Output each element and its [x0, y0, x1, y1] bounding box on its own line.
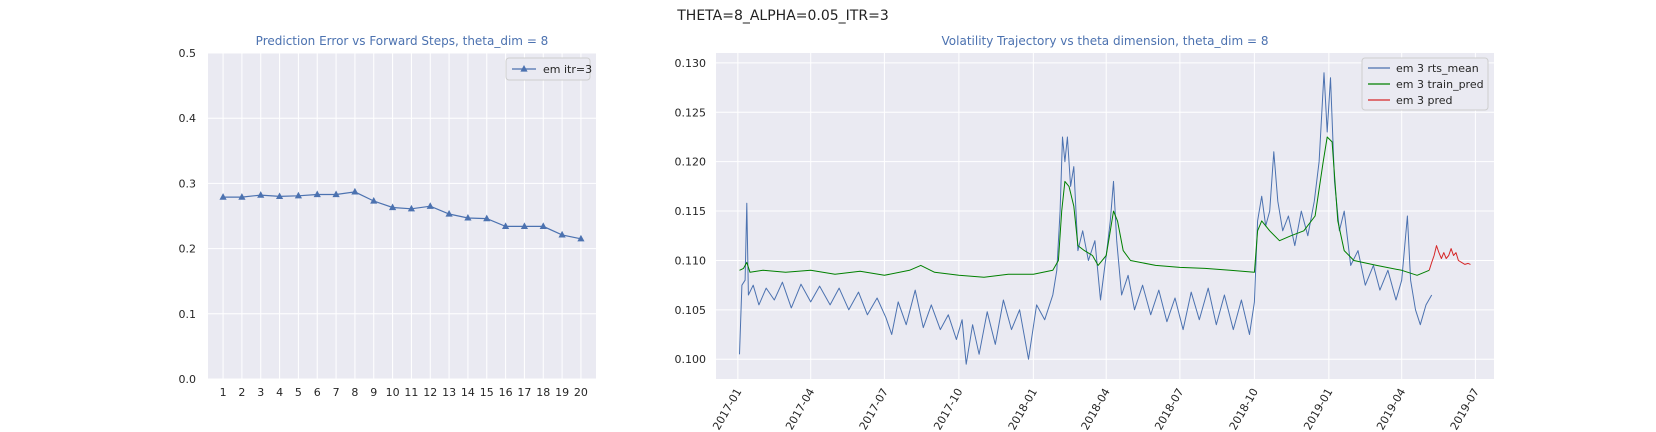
- x-tick-label: 11: [404, 386, 418, 399]
- plot-area: [208, 53, 596, 379]
- x-tick-label: 2017-10: [931, 386, 965, 432]
- tick-labels: 0.00.10.20.30.40.51 2 3 4 5 6 7 8 9 10 11 12 13 14 15 1…: [179, 47, 588, 399]
- x-tick-label: 2018-04: [1079, 386, 1113, 432]
- chart-title: Prediction Error vs Forward Steps, theta…: [256, 34, 549, 48]
- x-tick-label: 16: [499, 386, 513, 399]
- series-line: [1428, 245, 1471, 271]
- x-tick-label: 2017-04: [783, 386, 817, 432]
- x-tick-label: 3: [257, 386, 264, 399]
- y-tick-label: 0.125: [675, 106, 707, 119]
- series-line: [739, 136, 1430, 278]
- prediction-error-chart: 0.00.10.20.30.40.51 2 3 4 5 6 7 8 9 10 11 12 13 14 15 1…: [179, 34, 596, 399]
- series-lines: [739, 72, 1471, 365]
- data-point-marker: [520, 222, 529, 230]
- legend-label: em 3 train_pred: [1396, 78, 1484, 91]
- x-tick-label: 7: [333, 386, 340, 399]
- volatility-trajectory-chart: 0.100 0.105 0.110 0.115 0.120 0.125 0.130 2017-…: [675, 34, 1494, 432]
- data-point-marker: [351, 187, 359, 195]
- x-tick-label: 13: [442, 386, 456, 399]
- data-point-marker: [388, 203, 397, 211]
- data-point-marker: [426, 202, 434, 209]
- x-tick-label: 9: [370, 386, 377, 399]
- legend-box: [1361, 57, 1489, 111]
- x-tick-label: 2: [238, 386, 245, 399]
- legend-box: [505, 57, 591, 81]
- y-tick-label: 0.2: [179, 243, 197, 256]
- data-point-marker: [238, 193, 246, 200]
- data-point-marker: [370, 197, 378, 204]
- data-point-marker: [483, 214, 491, 222]
- data-point-marker: [577, 234, 585, 242]
- y-tick-label: 0.5: [179, 47, 197, 60]
- legend-label: em 3 pred: [1396, 94, 1453, 107]
- x-tick-label: 2017-07: [857, 386, 891, 432]
- data-point-marker: [219, 193, 227, 200]
- x-tick-label: 10: [386, 386, 400, 399]
- data-point-marker: [332, 190, 340, 198]
- x-tick-label: 19: [555, 386, 569, 399]
- x-tick-label: 2018-01: [1006, 386, 1040, 432]
- data-point-marker: [257, 191, 265, 198]
- x-tick-label: 17: [517, 386, 531, 399]
- y-tick-label: 0.120: [675, 156, 707, 169]
- x-tick-label: 18: [536, 386, 550, 399]
- legend: em itr=3: [505, 57, 592, 81]
- y-tick-label: 0.0: [179, 373, 197, 386]
- x-tick-label: 20: [574, 386, 588, 399]
- x-tick-label: 2017-01: [710, 386, 744, 432]
- figure-title: THETA=8_ALPHA=0.05_ITR=3: [676, 8, 888, 24]
- x-tick-label: 12: [423, 386, 437, 399]
- x-tick-label: 14: [461, 386, 475, 399]
- y-tick-label: 0.110: [675, 254, 707, 267]
- y-tick-label: 0.100: [675, 353, 707, 366]
- x-tick-label: 2019-07: [1448, 386, 1482, 432]
- data-point-marker: [294, 191, 303, 199]
- y-tick-label: 0.4: [179, 112, 197, 125]
- y-tick-label: 0.115: [675, 205, 707, 218]
- data-point-marker: [558, 230, 566, 238]
- data-point-marker: [313, 190, 321, 198]
- legend-label: em 3 rts_mean: [1396, 62, 1479, 75]
- x-tick-label: 6: [314, 386, 321, 399]
- x-tick-label: 5: [295, 386, 302, 399]
- x-tick-label: 2018-10: [1227, 386, 1261, 432]
- data-point-marker: [539, 222, 547, 230]
- series-line: [739, 72, 1433, 365]
- y-tick-label: 0.105: [675, 304, 707, 317]
- grid-lines: [208, 52, 596, 380]
- y-tick-label: 0.130: [675, 57, 707, 70]
- chart-title: Volatility Trajectory vs theta dimension…: [942, 34, 1269, 48]
- data-point-marker: [464, 213, 472, 221]
- data-point-marker: [445, 210, 453, 217]
- y-tick-label: 0.3: [179, 177, 197, 190]
- legend-label: em itr=3: [543, 63, 592, 76]
- y-tick-label: 0.1: [179, 308, 197, 321]
- x-tick-label: 2018-07: [1152, 386, 1186, 432]
- x-tick-label: 8: [351, 386, 358, 399]
- x-tick-label: 1: [220, 386, 227, 399]
- x-tick-label: 2019-01: [1301, 386, 1335, 432]
- series-lines: [219, 187, 585, 242]
- data-point-marker: [501, 222, 510, 230]
- series-line: [223, 191, 582, 240]
- grid-lines: [716, 53, 1494, 379]
- data-point-marker: [407, 204, 416, 212]
- x-tick-label: 4: [276, 386, 283, 399]
- data-point-marker: [275, 192, 284, 200]
- x-tick-label: 15: [480, 386, 494, 399]
- legend-marker: [520, 65, 528, 72]
- x-tick-label: 2019-04: [1374, 386, 1408, 432]
